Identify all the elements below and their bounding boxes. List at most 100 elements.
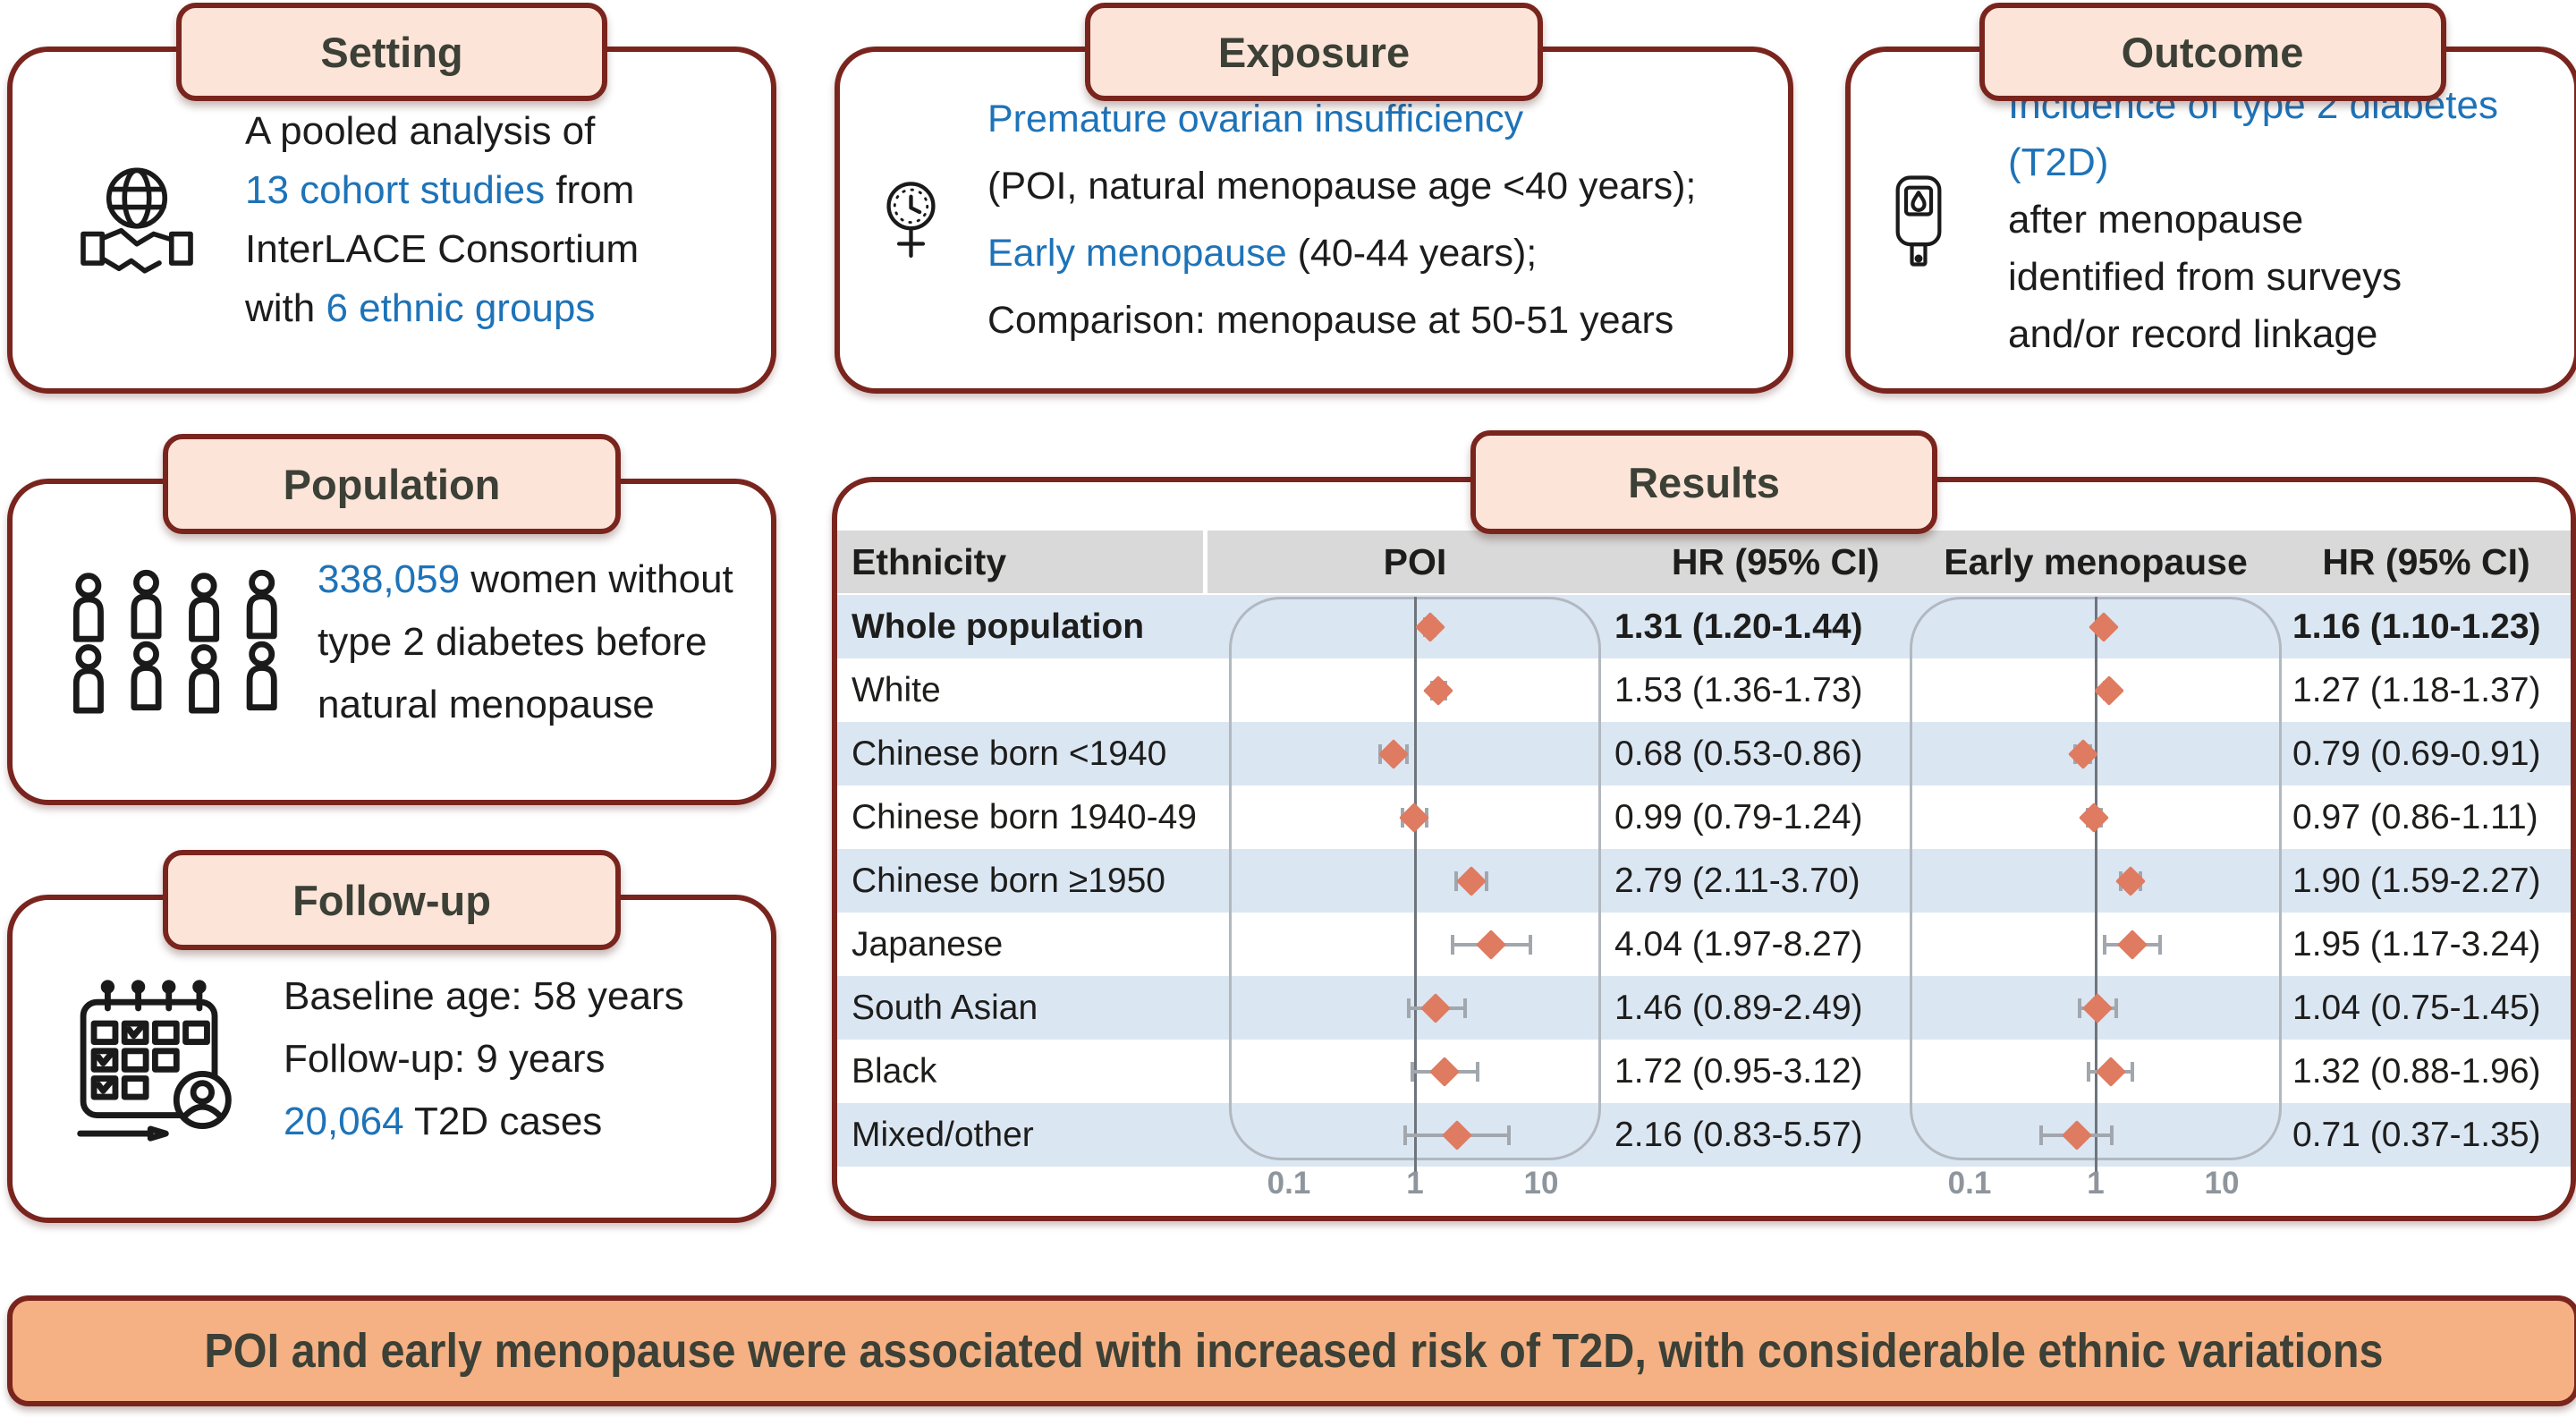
text-line: InterLACE Consortium (245, 227, 640, 271)
header-divider (1203, 531, 1208, 593)
exposure-tab: Exposure (1085, 3, 1543, 101)
followup-body: Baseline age: 58 years Follow-up: 9 years… (13, 900, 771, 1218)
ethnicity-label: Black (852, 1052, 937, 1091)
ci-cap-left (1410, 1061, 1414, 1082)
setting-tab: Setting (176, 3, 607, 101)
ethnicity-label: Japanese (852, 925, 1004, 964)
row-stripe (837, 595, 2571, 658)
population-tab: Population (163, 434, 621, 534)
setting-title: Setting (320, 28, 463, 76)
outcome-text: Incidence of type 2 diabetes (T2D) after m… (2008, 77, 2498, 363)
axis-tick-mark (2095, 1160, 2097, 1175)
results-card: Results Ethnicity POI HR (95% CI) Early men… (832, 430, 2576, 1221)
ci-cap-right (1462, 998, 1467, 1018)
axis-tick-mark (1414, 1160, 1417, 1175)
hr-value: 1.27 (1.18-1.37) (2292, 671, 2541, 709)
table-header-row (837, 531, 2571, 593)
hr-value: 2.79 (2.11-3.70) (1614, 862, 1860, 900)
ci-cap-right (2114, 998, 2118, 1018)
results-tab: Results (1470, 430, 1937, 534)
exposure-title: Exposure (1217, 28, 1411, 76)
text-line: identified from surveys (2008, 255, 2402, 299)
female-clock-icon (860, 172, 962, 267)
row-stripe (837, 849, 2571, 913)
ci-cap-left (1406, 998, 1411, 1018)
hr-value: 1.53 (1.36-1.73) (1614, 671, 1863, 709)
axis-tick-label: 1 (2087, 1166, 2105, 1201)
exposure-body: Premature ovarian insufficiency (POI, nat… (840, 52, 1788, 388)
glucose-meter-icon (1868, 171, 1969, 269)
reference-line (1414, 597, 1417, 1160)
ci-cap-right (1529, 934, 1533, 955)
text-line: Follow-up: 9 years (284, 1036, 606, 1081)
results-title: Results (1628, 458, 1780, 506)
ci-cap-right (1507, 1125, 1512, 1145)
calendar-person-icon (68, 972, 251, 1146)
followup-card: Follow-up Baseline age: 58 year (7, 850, 776, 1223)
text-line: 20,064 T2D cases (284, 1099, 603, 1143)
ci-cap-right (1485, 870, 1489, 891)
axis-tick-label: 10 (1523, 1166, 1559, 1201)
text-line: A pooled analysis of (245, 109, 596, 153)
ethnicity-label: Whole population (852, 607, 1145, 646)
hr-value: 4.04 (1.97-8.27) (1614, 925, 1863, 964)
conclusion-banner: POI and early menopause were associated … (7, 1295, 2576, 1406)
outcome-title: Outcome (2121, 28, 2304, 76)
hr-value: 0.71 (0.37-1.35) (2292, 1116, 2541, 1154)
text-line: Premature ovarian insufficiency (987, 98, 1524, 140)
text-line: 338,059 women without (318, 556, 733, 601)
ethnicity-label: South Asian (852, 989, 1038, 1027)
hr-value: 1.04 (0.75-1.45) (2292, 989, 2541, 1027)
column-header: Early menopause (1944, 541, 2248, 582)
column-header: HR (95% CI) (1671, 541, 1880, 582)
population-card: Population 338,059 women without type 2 d… (7, 434, 776, 805)
text-line: (T2D) (2008, 140, 2109, 184)
ci-cap-left (2102, 934, 2106, 955)
text-line: Early menopause (40-44 years); (987, 232, 1538, 275)
ci-cap-left (1453, 870, 1458, 891)
hr-value: 0.97 (0.86-1.11) (2292, 798, 2538, 836)
hr-value: 2.16 (0.83-5.57) (1614, 1116, 1863, 1154)
hr-value: 1.90 (1.59-2.27) (2292, 862, 2541, 900)
text-line: after menopause (2008, 198, 2304, 242)
ci-cap-left (1402, 1125, 1407, 1145)
reference-line (2095, 597, 2097, 1160)
population-body: 338,059 women without type 2 diabetes bef… (13, 484, 771, 800)
column-header: POI (1383, 541, 1447, 582)
ci-cap-left (2087, 1061, 2091, 1082)
ci-cap-right (2157, 934, 2162, 955)
followup-title: Follow-up (292, 876, 491, 924)
hr-value: 1.32 (0.88-1.96) (2292, 1052, 2541, 1091)
setting-body: A pooled analysis of 13 cohort studies fr… (13, 52, 771, 388)
exposure-text: Premature ovarian insufficiency (POI, nat… (987, 86, 1696, 354)
text-line: Baseline age: 58 years (284, 973, 684, 1018)
hr-value: 0.68 (0.53-0.86) (1614, 734, 1863, 773)
axis-tick-label: 0.1 (1947, 1166, 1992, 1201)
hr-value: 1.95 (1.17-3.24) (2292, 925, 2541, 964)
population-text: 338,059 women without type 2 diabetes bef… (318, 548, 733, 736)
ci-cap-right (2131, 1061, 2135, 1082)
ethnicity-label: Chinese born 1940-49 (852, 798, 1197, 836)
exposure-card: Exposure Premature ovarian insufficiency… (835, 3, 1793, 394)
ci-cap-left (1450, 934, 1454, 955)
axis-tick-label: 1 (1406, 1166, 1424, 1201)
ci-cap-right (2110, 1125, 2114, 1145)
axis-tick-label: 10 (2204, 1166, 2240, 1201)
population-title: Population (283, 460, 501, 508)
row-stripe (837, 722, 2571, 785)
conclusion-text: POI and early menopause were associated … (203, 1324, 2384, 1378)
hr-value: 0.79 (0.69-0.91) (2292, 734, 2541, 773)
text-line: natural menopause (318, 682, 655, 726)
results-table: Ethnicity POI HR (95% CI) Early menopause HR… (837, 482, 2571, 1216)
ci-cap-left (2039, 1125, 2044, 1145)
text-line: Comparison: menopause at 50-51 years (987, 299, 1674, 342)
setting-card: Setting A pooled analysis of 13 cohort st… (7, 3, 776, 394)
ci-cap-left (2078, 998, 2082, 1018)
row-stripe (837, 976, 2571, 1040)
people-group-icon (63, 569, 291, 715)
ethnicity-label: White (852, 671, 941, 709)
outcome-tab: Outcome (1979, 3, 2446, 101)
hr-value: 1.46 (0.89-2.49) (1614, 989, 1863, 1027)
text-line: and/or record linkage (2008, 312, 2378, 356)
